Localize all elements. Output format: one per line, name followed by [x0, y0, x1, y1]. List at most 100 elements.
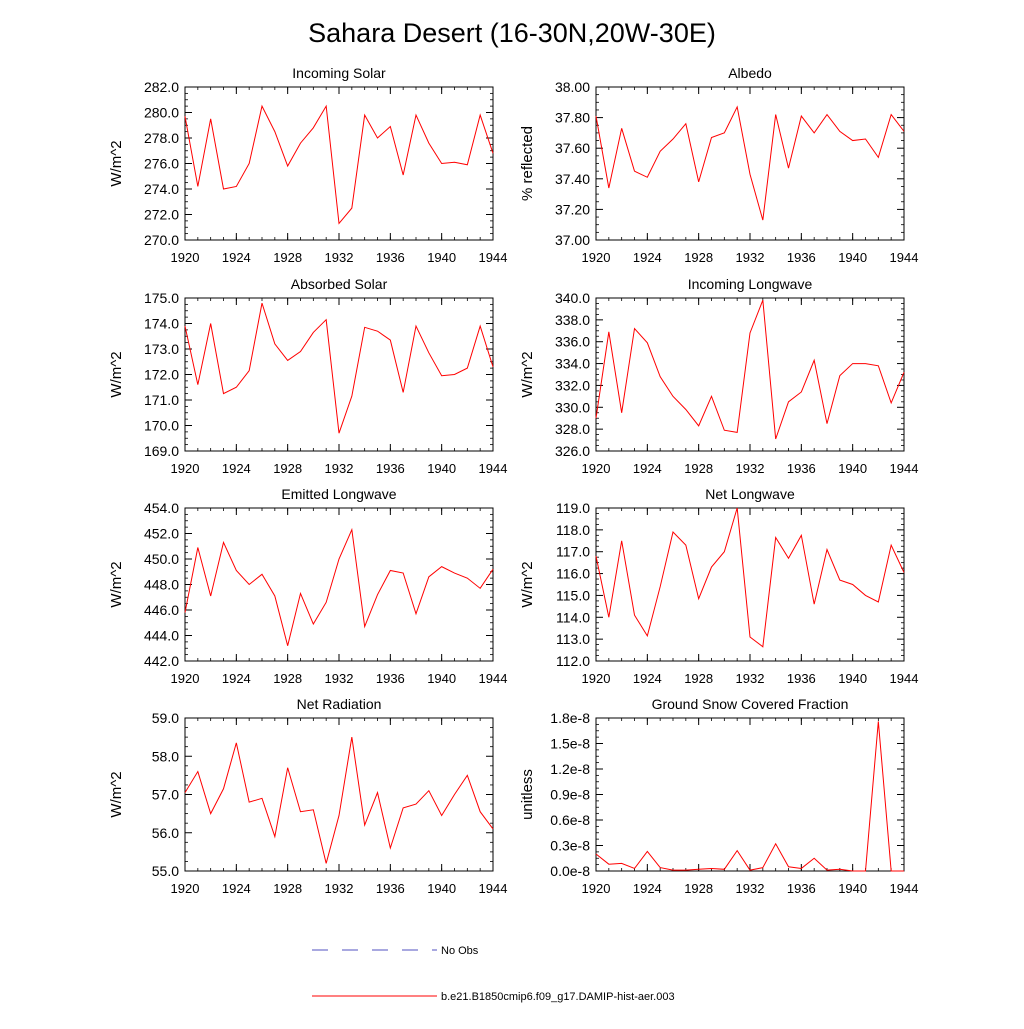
x-tick-label: 1924: [222, 250, 251, 265]
data-point: [827, 549, 828, 550]
data-point: [775, 114, 776, 115]
data-point: [326, 863, 327, 864]
series-line: [184, 302, 494, 434]
data-point: [685, 870, 686, 871]
y-tick-label: 116.0: [556, 566, 590, 582]
data-point: [673, 396, 674, 397]
data-point: [621, 863, 622, 864]
x-tick-label: 1936: [376, 881, 405, 896]
data-point: [313, 624, 314, 625]
x-tick-label: 1920: [171, 671, 200, 686]
panel-incoming-longwave: Incoming Longwave 1920 1924 1928 1932 1936 194…: [519, 276, 918, 476]
series-line: [595, 300, 905, 440]
x-tick-label: 1924: [633, 671, 662, 686]
data-point: [647, 635, 648, 636]
data-point: [750, 870, 751, 871]
x-tick-label: 1940: [838, 461, 867, 476]
x-tick-label: 1928: [273, 671, 302, 686]
data-point: [274, 131, 275, 132]
data-point: [698, 181, 699, 182]
x-tick-label: 1944: [479, 250, 508, 265]
data-point: [416, 613, 417, 614]
data-point: [878, 157, 879, 158]
y-tick-label: 56.0: [152, 825, 179, 841]
y-tick-label: 442.0: [144, 653, 179, 669]
x-tick-label: 1932: [325, 250, 354, 265]
data-point: [339, 433, 340, 434]
data-point: [814, 132, 815, 133]
data-point: [480, 115, 481, 116]
data-point: [249, 584, 250, 585]
panel-net-radiation: Net Radiation 1920 1924 1928 1932 1936 1940 194…: [108, 696, 507, 896]
data-point: [724, 869, 725, 870]
x-tick-label: 1936: [376, 671, 405, 686]
panel-title: Ground Snow Covered Fraction: [652, 696, 849, 712]
x-tick-label: 1940: [838, 250, 867, 265]
data-point: [621, 540, 622, 541]
x-tick-label: 1924: [222, 671, 251, 686]
data-point: [262, 303, 263, 304]
data-point: [197, 384, 198, 385]
x-tick-label: 1928: [684, 250, 713, 265]
data-point: [762, 220, 763, 221]
panel-title: Incoming Longwave: [688, 276, 813, 292]
x-tick-label: 1920: [582, 671, 611, 686]
x-tick-label: 1944: [890, 250, 919, 265]
data-point: [403, 392, 404, 393]
data-point: [390, 126, 391, 127]
data-point: [891, 114, 892, 115]
x-tick-label: 1924: [633, 250, 662, 265]
data-point: [236, 742, 237, 743]
x-tick-label: 1924: [222, 881, 251, 896]
series-line: [184, 737, 494, 864]
data-point: [364, 115, 365, 116]
panel-title: Incoming Solar: [292, 65, 386, 81]
y-tick-label: 328.0: [555, 421, 590, 437]
x-tick-label: 1920: [582, 881, 611, 896]
y-tick-label: 338.0: [555, 312, 590, 328]
data-point: [878, 601, 879, 602]
data-point: [698, 869, 699, 870]
legend-label: No Obs: [441, 945, 479, 957]
data-point: [274, 595, 275, 596]
data-point: [621, 128, 622, 129]
data-point: [197, 547, 198, 548]
data-point: [801, 391, 802, 392]
data-point: [685, 123, 686, 124]
data-point: [788, 168, 789, 169]
data-point: [596, 854, 597, 855]
x-tick-label: 1936: [787, 461, 816, 476]
data-point: [339, 559, 340, 560]
x-tick-label: 1920: [582, 461, 611, 476]
data-point: [262, 106, 263, 107]
data-point: [403, 573, 404, 574]
y-axis-label: unitless: [519, 769, 536, 820]
panel-title: Emitted Longwave: [281, 486, 396, 502]
data-point: [377, 138, 378, 139]
y-tick-label: 169.0: [144, 443, 179, 459]
data-point: [287, 166, 288, 167]
data-point: [865, 139, 866, 140]
data-point: [775, 843, 776, 844]
x-tick-label: 1936: [787, 881, 816, 896]
y-axis-label: W/m^2: [108, 561, 125, 607]
data-point: [673, 532, 674, 533]
data-point: [313, 127, 314, 128]
data-point: [185, 326, 186, 327]
data-point: [428, 143, 429, 144]
x-tick-label: 1932: [325, 881, 354, 896]
data-point: [428, 352, 429, 353]
data-point: [608, 331, 609, 332]
data-point: [467, 578, 468, 579]
figure-title: Sahara Desert (16-30N,20W-30E): [308, 18, 716, 48]
y-axis-label: W/m^2: [519, 351, 536, 397]
y-tick-label: 118.0: [556, 522, 590, 538]
plot-frame: [595, 86, 905, 241]
data-point: [852, 584, 853, 585]
data-point: [313, 809, 314, 810]
data-point: [300, 811, 301, 812]
data-point: [480, 588, 481, 589]
data-point: [493, 828, 494, 829]
y-tick-label: 114.0: [556, 609, 590, 625]
data-point: [249, 370, 250, 371]
